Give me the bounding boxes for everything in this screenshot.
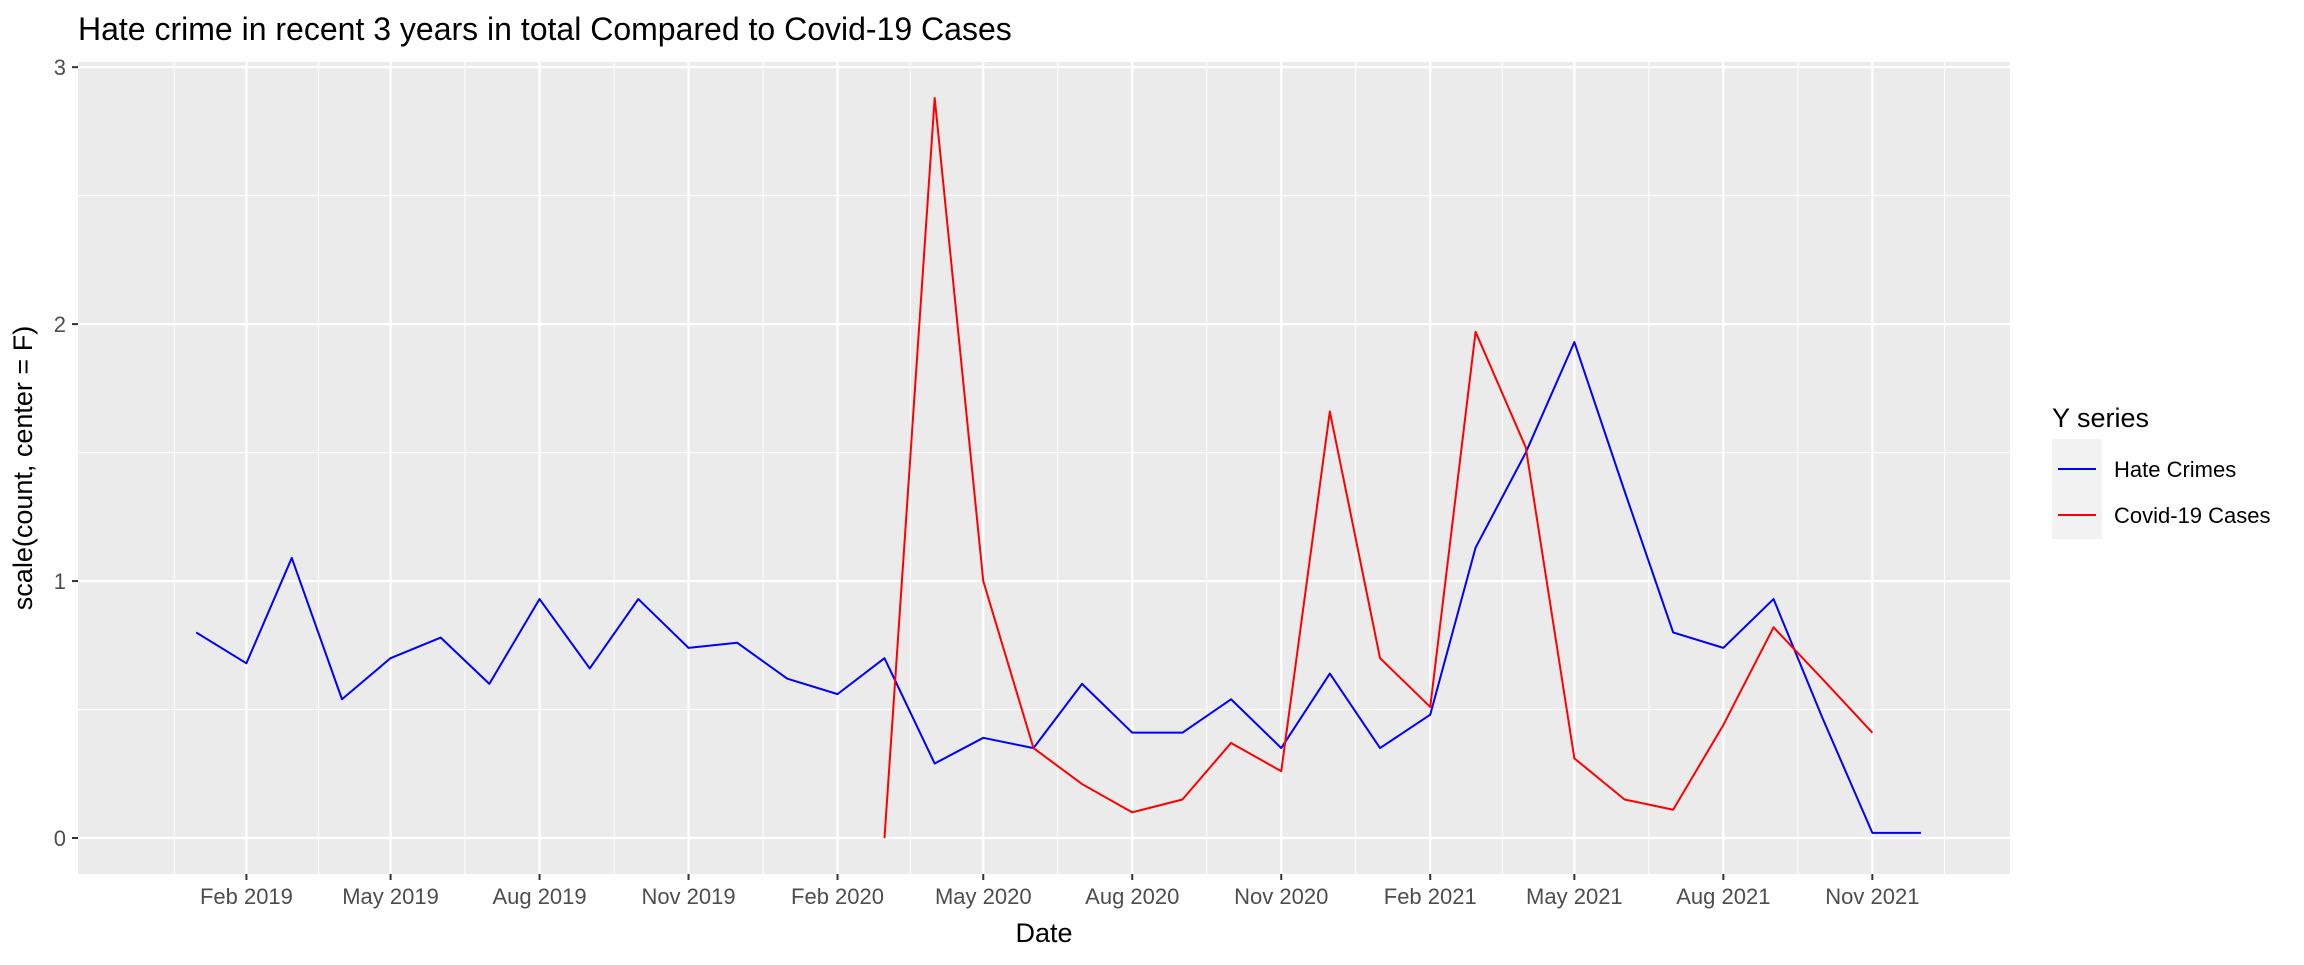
hate-crimes-point	[882, 656, 887, 661]
hate-crimes-point	[735, 640, 740, 645]
hate-crimes-point	[1180, 730, 1185, 735]
covid-19-cases-point	[1229, 740, 1234, 745]
x-tick-label: Nov 2021	[1825, 884, 1919, 909]
hate-crimes-point	[1229, 697, 1234, 702]
x-axis: Feb 2019 May 2019 Aug 2019 Nov 2019 Feb 2020…	[200, 874, 1919, 909]
hate-crimes-point	[636, 597, 641, 602]
hate-crimes-point	[1721, 645, 1726, 650]
x-axis-title: Date	[1015, 918, 1072, 948]
hate-crimes-point	[1378, 746, 1383, 751]
hate-crimes-point	[289, 555, 294, 560]
covid-19-cases-point	[1622, 797, 1627, 802]
legend-label: Covid-19 Cases	[2114, 503, 2271, 528]
covid-19-cases-point	[1279, 769, 1284, 774]
hate-crimes-point	[487, 681, 492, 686]
hate-crimes-point	[785, 676, 790, 681]
covid-19-cases-point	[1572, 756, 1577, 761]
legend: Y series Hate Crimes Covid-19 Cases	[2052, 403, 2271, 539]
x-tick-label: Aug 2021	[1676, 884, 1770, 909]
series-line-hate-crimes	[195, 341, 1921, 834]
x-tick-label: Feb 2020	[791, 884, 884, 909]
hate-crimes-point	[438, 635, 443, 640]
hate-crimes-point	[835, 692, 840, 697]
covid-19-cases-point	[1523, 445, 1528, 450]
hate-crimes-point	[587, 666, 592, 671]
covid-19-cases-point	[882, 836, 887, 841]
covid-19-cases-point	[1870, 730, 1875, 735]
covid-19-cases-point	[1473, 329, 1478, 334]
x-tick-label: May 2021	[1526, 884, 1623, 909]
legend-keys: Hate Crimes Covid-19 Cases	[2052, 439, 2271, 539]
x-tick-label: May 2020	[935, 884, 1032, 909]
hate-crimes-point	[1473, 545, 1478, 550]
hate-crimes-point	[244, 661, 249, 666]
covid-19-cases-point	[1721, 722, 1726, 727]
covid-19-cases-point	[1080, 782, 1085, 787]
hate-crimes-point	[537, 597, 542, 602]
major-gridlines	[78, 62, 2010, 874]
x-tick-label: Aug 2019	[492, 884, 586, 909]
x-tick-label: Nov 2019	[641, 884, 735, 909]
hate-crimes-point	[686, 645, 691, 650]
covid-19-cases-point	[1031, 746, 1036, 751]
x-tick-label: Feb 2019	[200, 884, 293, 909]
covid-19-cases-point	[932, 95, 937, 100]
hate-crimes-point	[932, 761, 937, 766]
minor-gridlines	[78, 62, 2010, 874]
hate-crimes-point	[388, 656, 393, 661]
hate-crimes-point	[1918, 830, 1923, 835]
y-axis-title: scale(count, center = F)	[8, 326, 38, 610]
hate-crimes-point	[1080, 681, 1085, 686]
hate-crimes-point	[1771, 597, 1776, 602]
x-tick-label: Feb 2021	[1384, 884, 1477, 909]
hate-crimes-point	[1428, 712, 1433, 717]
hate-crimes-point	[981, 735, 986, 740]
legend-label: Hate Crimes	[2114, 457, 2236, 482]
hate-crimes-point	[339, 697, 344, 702]
x-tick-label: May 2019	[342, 884, 439, 909]
y-tick-label: 3	[54, 55, 66, 80]
hate-crimes-point	[1572, 340, 1577, 345]
hate-crimes-point	[1820, 715, 1825, 720]
series-lines	[194, 95, 1923, 841]
hate-crimes-point	[1671, 630, 1676, 635]
y-tick-label: 2	[54, 312, 66, 337]
x-tick-label: Aug 2020	[1085, 884, 1179, 909]
y-tick-label: 1	[54, 569, 66, 594]
plot-panel	[78, 62, 2010, 874]
covid-19-cases-point	[1130, 810, 1135, 815]
series-line-covid-19-cases	[883, 96, 1874, 839]
hate-crimes-point	[1327, 671, 1332, 676]
covid-19-cases-point	[1180, 797, 1185, 802]
y-tick-label: 0	[54, 826, 66, 851]
covid-19-cases-point	[981, 579, 986, 584]
chart-title: Hate crime in recent 3 years in total Co…	[78, 11, 1012, 47]
hate-crimes-point	[1130, 730, 1135, 735]
hate-crimes-point	[1279, 746, 1284, 751]
x-tick-label: Nov 2020	[1234, 884, 1328, 909]
y-axis: 0 1 2 3	[54, 55, 78, 851]
covid-19-cases-point	[1378, 656, 1383, 661]
covid-19-cases-point	[1327, 409, 1332, 414]
covid-19-cases-point	[1820, 676, 1825, 681]
hate-crimes-point	[1870, 830, 1875, 835]
covid-19-cases-point	[1771, 625, 1776, 630]
legend-title: Y series	[2052, 403, 2149, 433]
hate-crimes-point	[194, 630, 199, 635]
hate-crimes-point	[1622, 489, 1627, 494]
covid-19-cases-point	[1671, 807, 1676, 812]
covid-19-cases-point	[1428, 704, 1433, 709]
